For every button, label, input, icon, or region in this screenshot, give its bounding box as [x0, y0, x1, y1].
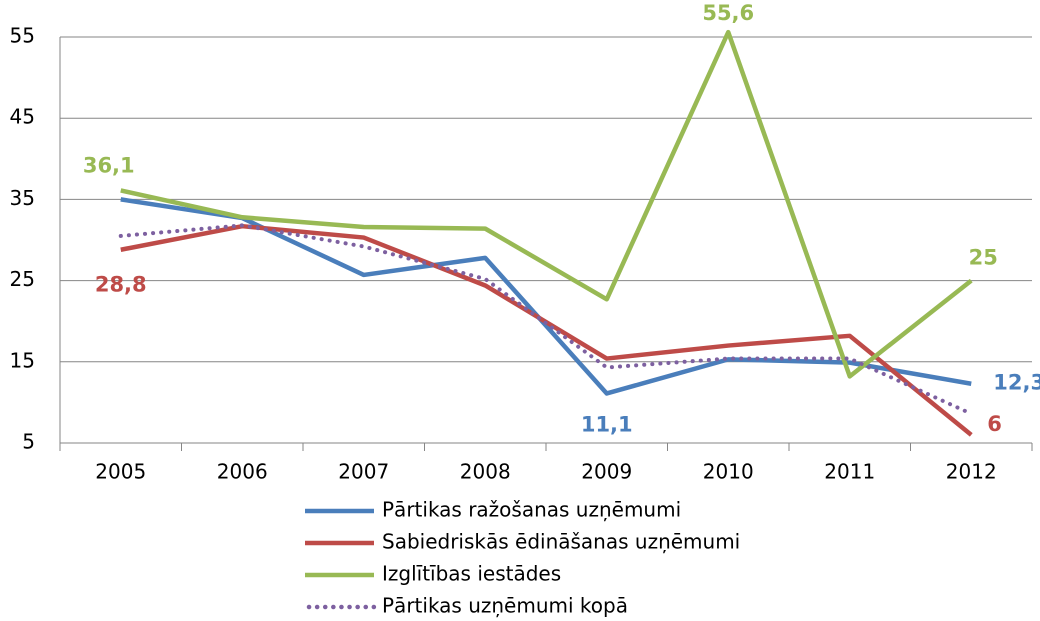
legend-label: Pārtikas uzņēmumi kopā — [382, 594, 628, 618]
data-label: 12,3 — [993, 371, 1040, 395]
series-line — [118, 223, 974, 416]
series-line — [120, 223, 973, 437]
y-tick-label: 35 — [10, 186, 35, 210]
x-tick-label: 2008 — [460, 460, 511, 484]
x-tick-label: 2005 — [95, 460, 146, 484]
data-label: 6 — [987, 412, 1002, 436]
x-tick-label: 2007 — [338, 460, 389, 484]
x-tick-label: 2011 — [824, 460, 875, 484]
y-tick-label: 55 — [10, 24, 35, 48]
y-tick-label: 5 — [22, 430, 35, 454]
legend-label: Sabiedriskās ēdināšanas uzņēmumi — [382, 530, 740, 554]
data-label: 28,8 — [95, 273, 147, 297]
data-label: 11,1 — [581, 412, 633, 436]
legend-label: Izglītības iestādes — [382, 562, 561, 586]
x-tick-label: 2009 — [581, 460, 632, 484]
data-label: 25 — [969, 246, 998, 270]
data-label: 36,1 — [83, 153, 135, 177]
x-tick-label: 2012 — [946, 460, 997, 484]
data-label: 55,6 — [702, 1, 754, 25]
x-tick-label: 2006 — [217, 460, 268, 484]
y-tick-label: 25 — [10, 267, 35, 291]
legend-label: Pārtikas ražošanas uzņēmumi — [382, 498, 681, 522]
y-tick-label: 15 — [10, 348, 35, 372]
y-tick-label: 45 — [10, 105, 35, 129]
x-tick-label: 2010 — [703, 460, 754, 484]
series-line — [120, 29, 973, 379]
